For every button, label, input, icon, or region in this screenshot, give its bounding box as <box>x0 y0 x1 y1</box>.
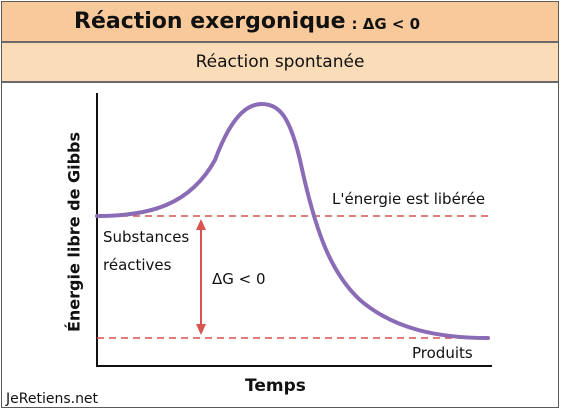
title-bar: Réaction exergonique : ΔG < 0 <box>2 2 558 43</box>
energy-released-label: L'énergie est libérée <box>332 190 486 208</box>
watermark: JeRetiens.net <box>6 391 99 407</box>
reactants-label-line1: Substances <box>103 228 190 246</box>
products-label: Produits <box>412 344 473 362</box>
delta-g-label: ΔG < 0 <box>212 270 266 288</box>
title-suffix: : ΔG < 0 <box>351 14 421 33</box>
reaction-curve <box>95 101 490 340</box>
x-axis-label: Temps <box>245 376 306 396</box>
delta-g-arrow-head-top <box>196 219 206 230</box>
subtitle-bar: Réaction spontanée <box>2 43 558 83</box>
delta-g-arrow-head-bottom <box>196 324 206 335</box>
y-axis-label: Énergie libre de Gibbs <box>64 131 84 333</box>
reactants-label-line2: réactives <box>103 256 172 274</box>
page-title: Réaction exergonique <box>74 9 346 34</box>
page-subtitle: Réaction spontanée <box>195 52 365 72</box>
